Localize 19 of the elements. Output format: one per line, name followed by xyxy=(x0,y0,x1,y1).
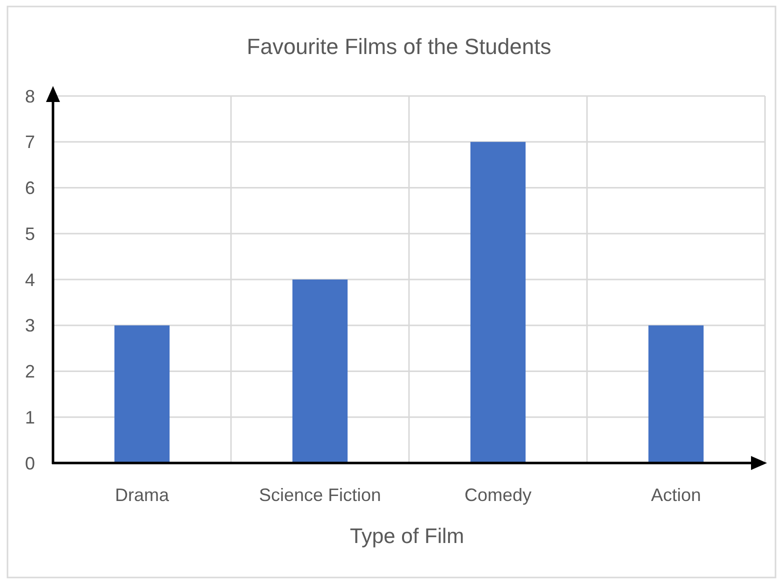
bar xyxy=(292,280,348,463)
chart-title: Favourite Films of the Students xyxy=(246,34,552,59)
x-tick-label: Action xyxy=(650,485,702,505)
y-tick-label: 5 xyxy=(24,224,36,244)
y-tick-label: 7 xyxy=(24,132,36,152)
bar xyxy=(470,142,526,463)
x-axis-title: Type of Film xyxy=(350,525,464,548)
y-tick-label: 1 xyxy=(24,407,36,428)
x-tick-label: Comedy xyxy=(464,485,532,505)
y-tick-label: 4 xyxy=(24,270,36,290)
y-tick-label: 2 xyxy=(24,362,36,382)
x-tick-label: Science Fiction xyxy=(258,485,382,505)
bar xyxy=(648,325,704,463)
x-tick-label: Drama xyxy=(114,485,170,505)
bar xyxy=(114,325,170,463)
y-tick-label: 8 xyxy=(24,86,36,106)
y-tick-label: 3 xyxy=(24,316,36,336)
y-tick-label: 6 xyxy=(24,178,36,198)
y-tick-label: 0 xyxy=(24,453,36,474)
